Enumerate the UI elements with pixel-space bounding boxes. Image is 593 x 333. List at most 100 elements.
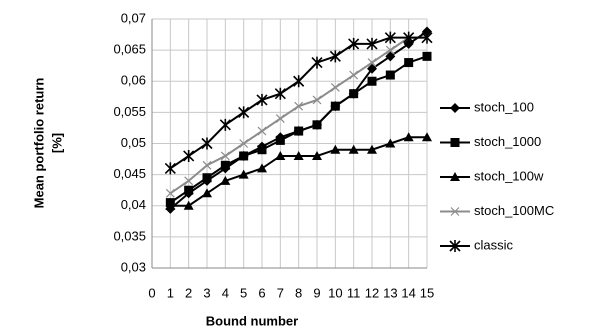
marker [275,114,285,124]
x-tick-label: 9 [313,285,320,300]
marker [450,172,460,181]
marker [184,185,194,195]
marker [450,138,460,147]
marker [164,162,176,175]
marker [450,103,460,113]
marker [238,106,250,119]
marker [330,144,341,154]
marker [239,139,249,148]
marker [219,118,231,131]
marker [422,51,432,61]
x-tick-label: 0 [148,285,155,300]
marker [183,200,194,210]
marker [422,26,432,37]
marker [294,101,304,111]
marker [311,56,323,69]
y-tick-label: 0,03 [121,259,146,274]
x-tick-label: 11 [347,285,361,300]
marker [367,63,377,74]
legend-label: classic [474,237,514,252]
marker [294,126,304,136]
y-tick-label: 0,035 [113,228,146,243]
marker [385,138,396,148]
x-tick-label: 2 [185,285,192,300]
x-tick-label: 5 [240,285,247,300]
x-tick-label: 6 [258,285,265,300]
x-tick-label: 15 [420,285,434,300]
marker [404,58,414,68]
marker [403,132,414,142]
marker [385,45,395,55]
marker [165,188,175,198]
legend-label: stoch_100w [474,168,544,183]
marker [184,176,194,186]
legend-label: stoch_100MC [474,203,554,218]
marker [257,126,267,136]
marker [256,93,268,106]
x-tick-label: 13 [383,285,397,300]
y-tick-label: 0,04 [121,197,146,212]
y-axis-label: [%] [49,133,64,153]
marker [183,149,195,162]
y-tick-label: 0,06 [121,73,146,88]
marker [202,160,212,170]
marker [422,132,432,142]
marker [220,151,230,161]
x-tick-label: 1 [167,285,174,300]
y-tick-label: 0,07 [121,10,146,25]
marker [202,188,212,198]
x-axis-label: Bound number [206,313,298,328]
marker [275,135,285,145]
marker [330,83,340,92]
marker [403,38,414,49]
marker [367,144,377,154]
x-tick-label: 14 [401,285,415,300]
marker [403,31,415,44]
marker [165,200,176,210]
marker [202,173,212,183]
marker [257,145,267,155]
marker [367,58,377,67]
marker [385,70,395,80]
legend-label: stoch_100 [474,99,534,114]
marker [293,75,305,88]
x-tick-label: 10 [328,285,342,300]
y-tick-label: 0,055 [113,104,146,119]
marker [274,87,286,100]
marker [348,144,359,154]
marker [366,37,378,50]
marker [257,163,267,173]
y-axis-label: Mean portfolio return [31,78,46,209]
marker [385,51,396,62]
marker [348,37,360,50]
marker [384,31,396,44]
marker [312,150,322,160]
marker [349,70,359,80]
marker [220,160,230,170]
marker [220,175,231,185]
x-tick-label: 8 [295,285,302,300]
x-tick-label: 4 [222,285,229,300]
marker [312,95,322,105]
x-tick-label: 3 [203,285,210,300]
marker [449,240,461,252]
marker [421,31,433,44]
marker [367,76,377,86]
y-tick-label: 0,045 [113,166,146,181]
marker [330,101,340,111]
marker [349,89,359,99]
y-tick-label: 0,05 [121,135,146,150]
marker [239,151,249,161]
marker [450,207,460,216]
marker [293,150,304,160]
marker [329,50,341,63]
x-tick-label: 12 [365,285,379,300]
marker [275,150,286,160]
marker [238,169,249,179]
x-tick-label: 7 [277,285,284,300]
legend-label: stoch_1000 [474,134,541,149]
marker [201,137,213,150]
marker [312,120,322,130]
y-tick-label: 0,065 [113,42,146,57]
